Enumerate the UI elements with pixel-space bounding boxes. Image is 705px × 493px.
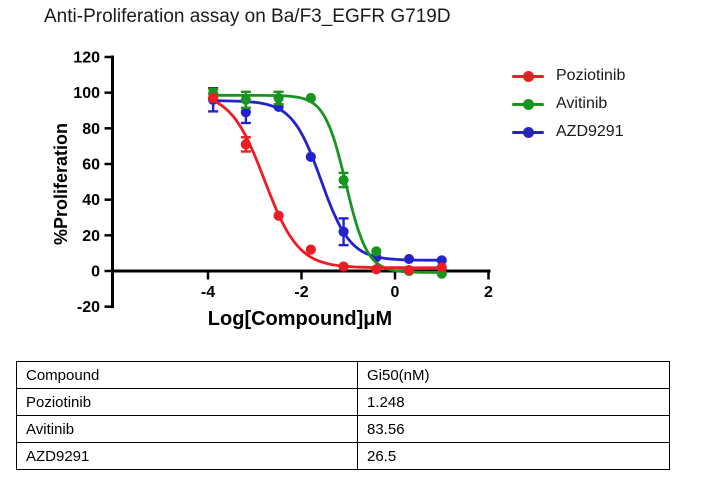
chart-title: Anti-Proliferation assay on Ba/F3_EGFR G… [44, 6, 451, 27]
y-tick-label: -20 [77, 299, 100, 316]
table-cell-compound: Poziotinib [16, 388, 358, 416]
legend-label: AZD9291 [556, 123, 624, 140]
legend-label: Avitinib [556, 95, 608, 112]
legend-item-poziotinib: Poziotinib [512, 62, 625, 90]
data-point-poziotinib [338, 261, 349, 272]
curve-azd9291 [211, 99, 444, 262]
data-point-poziotinib [240, 139, 251, 150]
data-point-azd9291 [436, 255, 447, 266]
x-tick-label: 2 [484, 284, 493, 301]
x-axis-title: Log[Compound]μM [207, 308, 393, 330]
data-point-avitinib [371, 246, 382, 257]
table-cell-gi50: 83.56 [357, 415, 670, 443]
x-tick-label: 0 [391, 284, 400, 301]
data-point-azd9291 [338, 226, 349, 237]
data-point-azd9291 [305, 151, 316, 162]
data-point-avitinib [338, 174, 349, 186]
data-point-poziotinib [305, 244, 316, 255]
y-tick-label: 120 [73, 50, 100, 67]
data-point-avitinib [240, 94, 251, 105]
table-row: AZD9291 26.5 [16, 442, 670, 470]
chart-legend: Poziotinib Avitinib AZD9291 [512, 62, 625, 146]
table-header-row: Compound Gi50(nM) [16, 361, 670, 389]
gi50-table: Compound Gi50(nM) Poziotinib 1.248 Aviti… [16, 361, 670, 470]
data-point-poziotinib [371, 264, 382, 275]
table-header-compound: Compound [16, 361, 358, 389]
table-row: Avitinib 83.56 [16, 415, 670, 443]
table-cell-compound: AZD9291 [16, 442, 358, 470]
table-row: Poziotinib 1.248 [16, 388, 670, 416]
data-point-poziotinib [208, 92, 219, 104]
y-tick-label: 0 [91, 264, 100, 281]
data-point-poziotinib [403, 265, 415, 276]
y-tick-label: 60 [82, 157, 100, 174]
data-point-azd9291 [403, 253, 415, 265]
table-cell-compound: Avitinib [16, 415, 358, 443]
x-tick-label: -2 [294, 284, 308, 301]
data-point-avitinib [273, 92, 284, 104]
curve-poziotinib [211, 99, 444, 270]
avitinib-series-marker-icon [512, 98, 544, 110]
x-tick-label: -4 [201, 284, 215, 301]
data-point-avitinib [305, 92, 316, 104]
y-tick-label: 20 [82, 228, 100, 245]
table-cell-gi50: 1.248 [357, 388, 670, 416]
azd9291-series-marker-icon [512, 126, 544, 138]
y-tick-label: 100 [73, 85, 100, 102]
legend-item-avitinib: Avitinib [512, 90, 625, 118]
y-tick-label: 80 [82, 121, 100, 138]
table-cell-gi50: 26.5 [357, 442, 670, 470]
data-point-azd9291 [240, 107, 251, 118]
data-point-poziotinib [436, 262, 447, 273]
legend-label: Poziotinib [556, 67, 626, 84]
curve-avitinib [211, 93, 444, 274]
poziotinib-series-marker-icon [512, 70, 544, 82]
table-header-gi50: Gi50(nM) [357, 361, 670, 389]
y-tick-label: 40 [82, 192, 100, 209]
legend-item-azd9291: AZD9291 [512, 118, 625, 146]
data-point-poziotinib [273, 210, 284, 221]
